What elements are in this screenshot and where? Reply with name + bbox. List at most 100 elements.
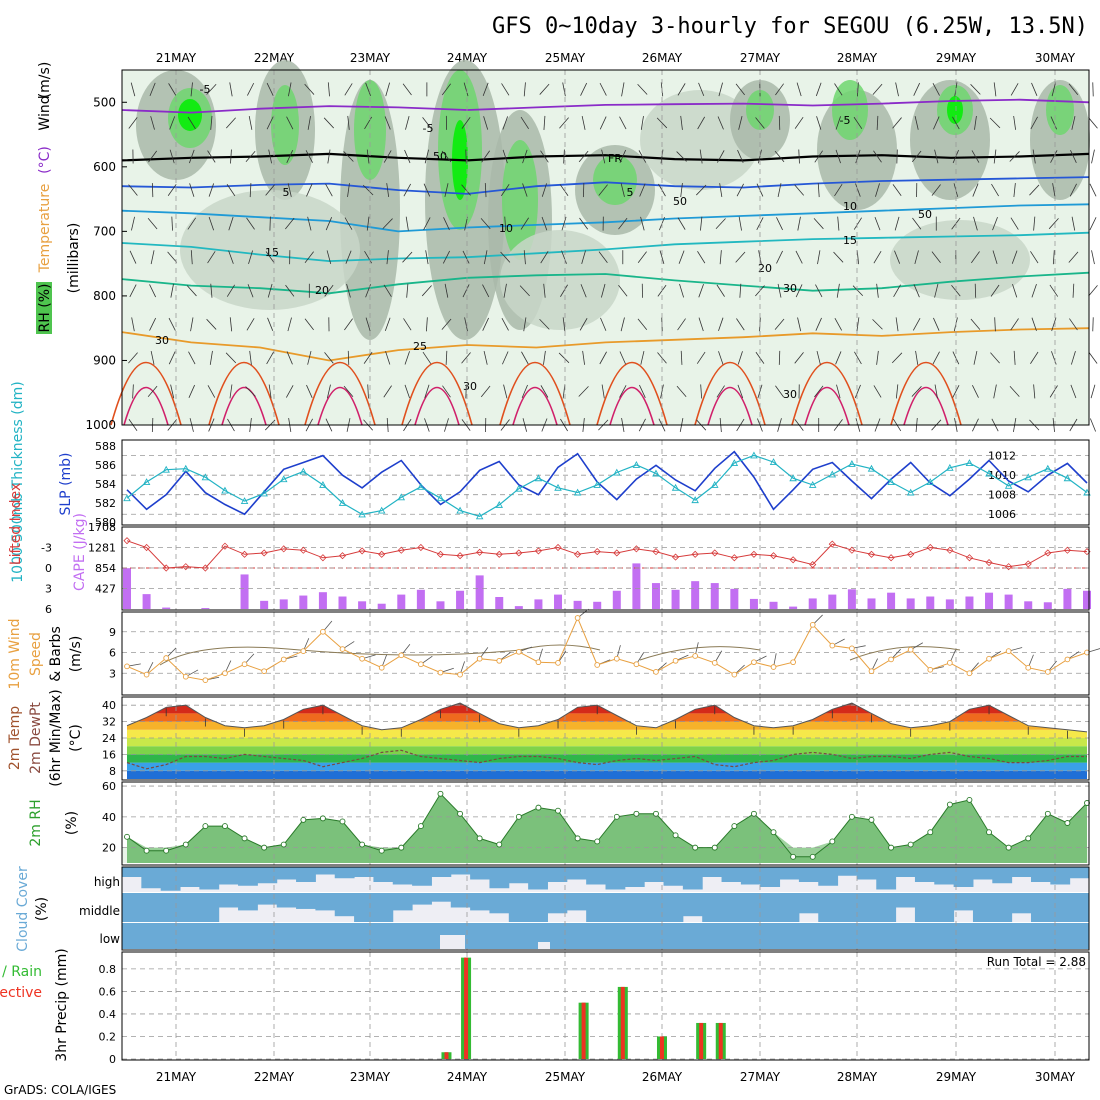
wind-barb xyxy=(267,317,274,331)
cloud-cell xyxy=(972,867,993,880)
wind-barb xyxy=(895,384,899,399)
wind-barb xyxy=(406,283,409,298)
wind-barb xyxy=(307,115,311,130)
wind-barb xyxy=(992,250,998,264)
wind-barb xyxy=(1070,384,1077,399)
wind-barb xyxy=(540,150,549,163)
wind-panel-frame xyxy=(121,611,1090,696)
wind-barb xyxy=(618,217,628,230)
wind-barb xyxy=(680,115,683,130)
li-tick-label: 0 xyxy=(45,562,52,575)
wind-barb xyxy=(285,217,295,230)
wind-barb xyxy=(1088,285,1098,297)
cape-bar xyxy=(887,592,896,609)
wind-speed-marker xyxy=(927,666,934,673)
wind-barb xyxy=(952,149,959,164)
wind-barb xyxy=(249,350,252,365)
cloud-cell xyxy=(180,893,200,922)
cape-bar xyxy=(906,598,915,609)
slp-axis-label: SLP (mb) xyxy=(58,452,74,515)
wind-barb xyxy=(441,83,452,96)
temp-contour-35 xyxy=(890,361,962,426)
rh2m-marker xyxy=(476,835,483,842)
cape-bar xyxy=(495,596,504,609)
thickness-marker xyxy=(828,470,837,478)
wind-barb xyxy=(579,217,589,230)
temperature-units-label: (°C) xyxy=(37,146,53,174)
wind-barb xyxy=(208,183,215,197)
wind-barb xyxy=(856,317,860,332)
wind-barb xyxy=(735,83,745,96)
wind-speed-marker xyxy=(163,655,170,661)
wind-barb xyxy=(287,317,292,332)
cape-bar xyxy=(926,596,935,609)
wind-barb xyxy=(1071,216,1076,231)
wind-barb xyxy=(855,149,861,164)
rh-region xyxy=(1030,80,1090,200)
thickness-marker xyxy=(1063,474,1072,482)
temp-color-band xyxy=(127,713,1087,722)
wind-barb xyxy=(169,149,175,164)
wind-barb xyxy=(776,217,783,231)
precip-conv-bar xyxy=(620,986,625,1059)
wind-barb xyxy=(815,284,823,298)
wind-barb xyxy=(190,82,193,97)
wind-barb xyxy=(700,384,703,399)
cloud-units-label: (%) xyxy=(34,897,50,921)
wind-barb xyxy=(365,317,371,332)
temp-contour-line xyxy=(121,271,1090,295)
thickness-marker xyxy=(475,512,484,520)
wind-barb xyxy=(383,150,392,163)
rh2m-marker xyxy=(829,838,836,845)
cape-tick-label: 427 xyxy=(95,583,116,596)
cloud-cell xyxy=(586,923,606,949)
wind-barb xyxy=(599,116,607,130)
thickness-tick-label: 584 xyxy=(95,478,116,491)
wind-barb xyxy=(640,216,645,231)
cloud-cell xyxy=(199,893,220,922)
cloud-row-label-middle: middle xyxy=(79,904,120,918)
wind-speed-marker xyxy=(182,673,189,680)
wind-barb xyxy=(1051,317,1057,332)
wind-barb xyxy=(347,115,350,130)
cloud-cell xyxy=(702,893,723,922)
cloud-cell xyxy=(489,923,510,949)
wind-barb xyxy=(873,250,882,264)
cloud-cell xyxy=(547,923,568,949)
li-marker xyxy=(809,561,817,569)
wind-barb xyxy=(150,116,155,130)
wind-barb xyxy=(852,285,864,297)
wind-barb xyxy=(757,384,763,399)
wind-barb xyxy=(735,251,746,263)
cloud-row-label-high: high xyxy=(94,875,120,889)
wind-barb xyxy=(404,351,410,365)
wind-barb xyxy=(894,216,900,231)
cloud-cell xyxy=(914,867,935,882)
thickness-marker xyxy=(554,483,562,491)
wind-barb xyxy=(1050,116,1058,130)
wind-barb xyxy=(912,217,922,230)
cape-bar xyxy=(240,574,249,609)
cloud-cell xyxy=(122,893,142,922)
run-total-annotation: Run Total = 2.88 xyxy=(987,955,1086,969)
wind-barb xyxy=(952,351,960,365)
wind-barb xyxy=(424,384,430,399)
cloud-cell xyxy=(992,893,1013,922)
wind-barb xyxy=(914,250,919,265)
wind-barb xyxy=(562,317,566,332)
wind-barb xyxy=(1089,183,1097,197)
temp-contour-40 xyxy=(512,387,558,426)
wind-barb xyxy=(402,251,413,263)
li-marker xyxy=(436,550,445,558)
cloud-cell xyxy=(605,923,626,949)
cloud-cell xyxy=(508,867,529,884)
wind10m-label-b: Speed xyxy=(28,632,44,676)
wind-barb xyxy=(421,285,432,297)
wind-barb xyxy=(718,82,723,97)
wind-barb xyxy=(580,284,587,298)
rh2m-marker xyxy=(594,838,601,845)
cape-bar xyxy=(730,588,739,609)
precip-label-conv: Convective xyxy=(0,985,42,1001)
wind-barb xyxy=(167,184,177,197)
